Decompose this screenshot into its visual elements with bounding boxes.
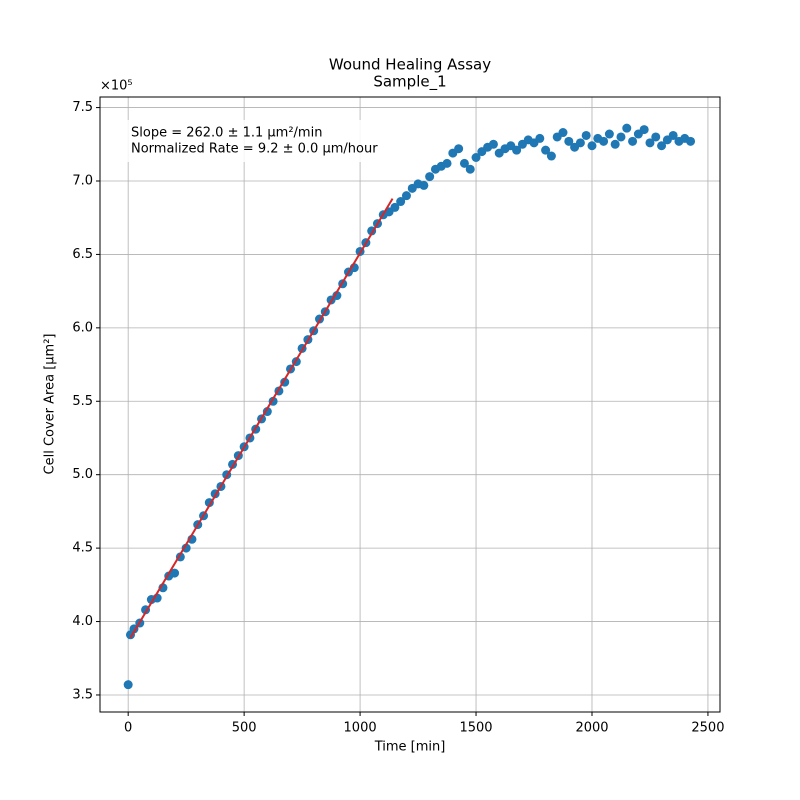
scatter-point (581, 130, 591, 140)
scatter-point (512, 145, 522, 155)
chart-title: Wound Healing Assay (329, 56, 491, 74)
y-tick-label: 7.5 (72, 100, 93, 115)
x-tick-label: 500 (232, 721, 257, 736)
scatter-point (616, 132, 626, 142)
y-tick-label: 6.0 (72, 320, 93, 335)
scatter-point (622, 123, 632, 133)
scatter-point (645, 138, 655, 148)
scatter-point (401, 191, 411, 201)
y-tick-label: 3.5 (72, 687, 93, 702)
y-tick-label: 7.0 (72, 173, 93, 188)
scatter-point (442, 158, 452, 168)
y-tick-label: 4.0 (72, 614, 93, 629)
chart-subtitle: Sample_1 (373, 73, 446, 92)
scatter-point (686, 136, 696, 146)
annotation: Normalized Rate = 9.2 ± 0.0 μm/hour (131, 142, 378, 157)
annotation: Slope = 262.0 ± 1.1 μm²/min (131, 126, 322, 141)
annotation-box (122, 120, 404, 162)
scatter-point (535, 133, 545, 143)
scatter-point (465, 164, 475, 174)
scatter-point (610, 139, 620, 149)
plot-frame (99, 96, 721, 713)
x-axis-label: Time [min] (374, 740, 446, 755)
scatter-point (657, 141, 667, 151)
scatter-point (332, 291, 342, 301)
scatter-point (541, 145, 551, 155)
scatter-point (471, 153, 481, 163)
y-tick-label: 6.5 (72, 247, 93, 262)
scatter-point (599, 136, 609, 146)
scatter-point (651, 132, 661, 142)
scatter-point (575, 138, 585, 148)
x-tick-label: 0 (124, 721, 132, 736)
y-tick-label: 4.5 (72, 541, 93, 556)
scatter-point (454, 144, 464, 154)
scatter-point (459, 158, 469, 168)
scatter-point (639, 125, 649, 135)
scatter-point (170, 568, 180, 578)
scatter-point (488, 139, 498, 149)
x-tick-label: 2500 (691, 721, 724, 736)
x-tick-label: 1500 (459, 721, 492, 736)
scatter-point (604, 129, 614, 139)
x-tick-label: 2000 (575, 721, 608, 736)
scatter-point (123, 680, 133, 690)
scatter-point (419, 180, 429, 190)
scatter-point (558, 128, 568, 138)
x-tick-label: 1000 (344, 721, 377, 736)
scatter-point (396, 197, 406, 207)
scatter-point (587, 141, 597, 151)
scatter-point (546, 151, 556, 161)
scatter-point (390, 202, 400, 212)
fit-line (129, 198, 394, 639)
y-tick-label: 5.5 (72, 394, 93, 409)
scatter-point (181, 543, 191, 553)
scatter-point (425, 172, 435, 182)
y-axis-label: Cell Cover Area [μm²] (43, 334, 58, 475)
y-offset-label: ×10⁵ (100, 79, 133, 94)
scatter-point (564, 136, 574, 146)
scatter-point (668, 130, 678, 140)
y-tick-label: 5.0 (72, 467, 93, 482)
scatter-point (628, 136, 638, 146)
